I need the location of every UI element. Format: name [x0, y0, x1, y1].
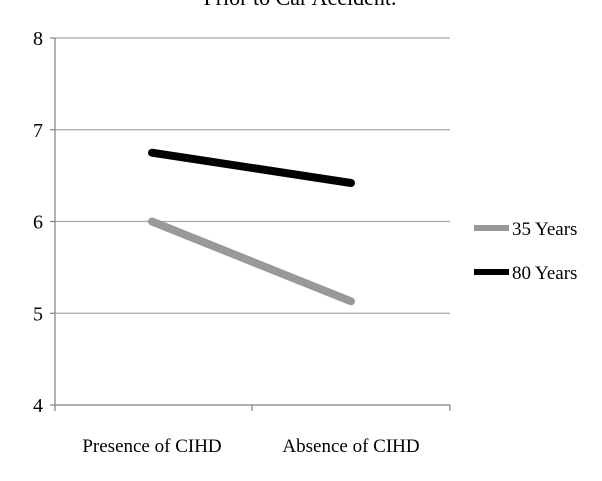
y-tick-label: 4: [33, 395, 43, 417]
chart-title: Prior to Car Accident.: [203, 0, 396, 10]
y-tick-label: 7: [33, 120, 43, 142]
series-line-1: [148, 217, 355, 306]
x-category-label: Presence of CIHD: [82, 436, 221, 457]
legend-label: 80 Years: [512, 263, 577, 284]
chart-title-group: Prior to Car Accident.: [203, 0, 396, 10]
x-category-labels: Presence of CIHD Absence of CIHD: [82, 436, 419, 457]
y-tick-labels: 4 5 6 7 8: [33, 28, 43, 417]
series-line-2: [148, 148, 355, 187]
y-tick-label: 8: [33, 28, 43, 50]
legend-label: 35 Years: [512, 219, 577, 240]
y-tick-label: 5: [33, 303, 43, 325]
x-category-label: Absence of CIHD: [282, 436, 419, 457]
y-tick-label: 6: [33, 212, 43, 234]
axes: [50, 37, 451, 411]
series-lines: [148, 148, 355, 306]
legend: 35 Years 80 Years: [474, 219, 577, 284]
gridlines: [55, 37, 450, 314]
